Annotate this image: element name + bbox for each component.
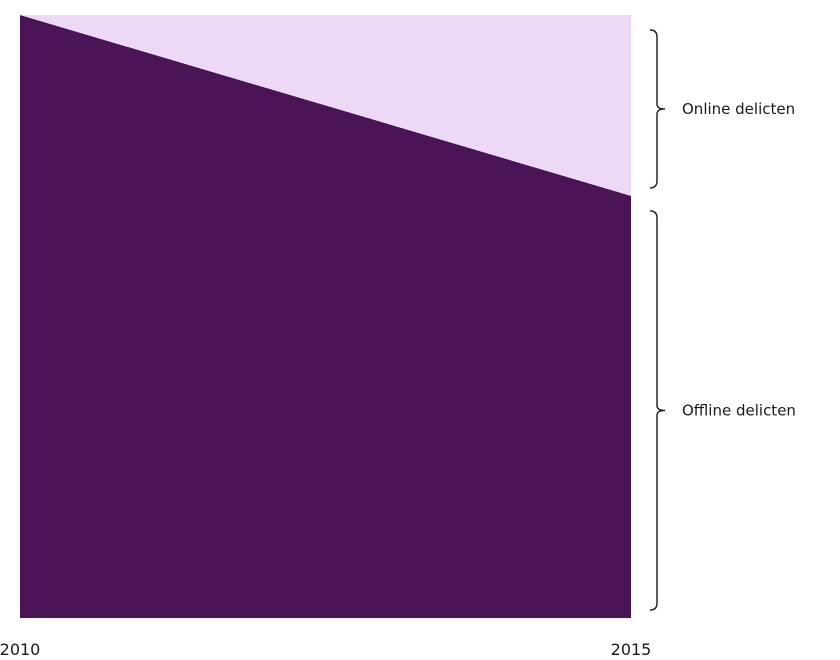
plot-area — [20, 15, 631, 618]
legend-label-offline-delicten: Offline delicten — [682, 401, 796, 419]
bracket-offline-delicten — [649, 210, 666, 611]
legend-brackets: Offline delicten Online delicten — [649, 29, 796, 611]
legend-label-online-delicten: Online delicten — [682, 100, 795, 118]
x-tick-label: 2010 — [0, 640, 40, 659]
x-axis: 2010 2015 — [0, 640, 651, 659]
x-tick-label: 2015 — [611, 640, 652, 659]
area-offline-delicten — [20, 15, 631, 618]
bracket-online-delicten — [649, 29, 666, 189]
area-online-delicten — [20, 15, 631, 196]
